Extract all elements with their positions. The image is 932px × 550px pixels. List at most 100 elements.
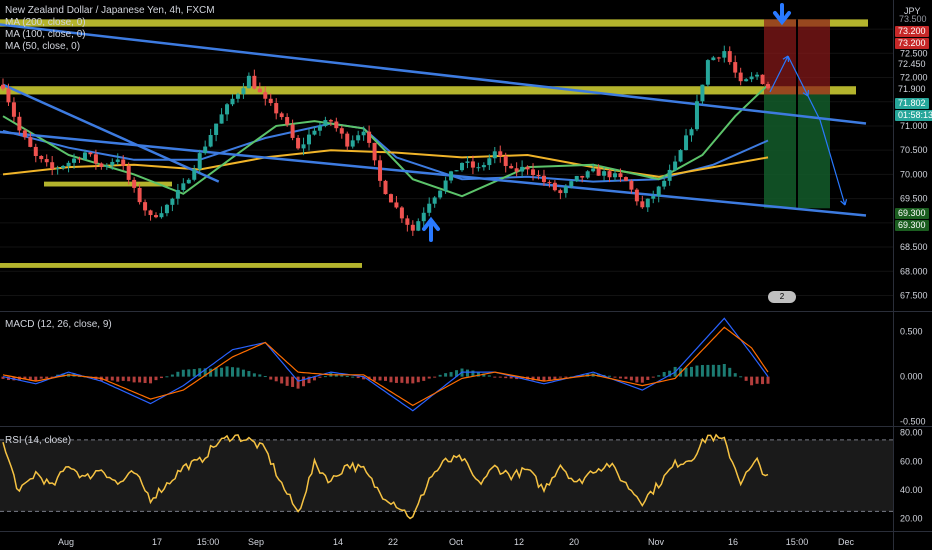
symbol-title[interactable]: New Zealand Dollar / Japanese Yen, 4h, F… [5, 5, 215, 16]
macd-hist-bar-6 [34, 376, 38, 382]
candle-body-110 [602, 171, 607, 176]
candle-body-129 [705, 60, 710, 85]
macd-hist-bar-20 [110, 376, 114, 381]
candle-body-117 [640, 201, 645, 208]
macd-hist-bar-103 [564, 376, 568, 378]
time-tick-9: Nov [648, 537, 665, 547]
rsi-tick-1: 40.00 [900, 485, 923, 495]
price-tick-5: 70.000 [900, 169, 928, 179]
macd-hist-bar-5 [28, 376, 32, 380]
candle-body-136 [744, 79, 749, 82]
candle-body-93 [509, 165, 514, 169]
candle-body-8 [44, 159, 49, 163]
candle-body-17 [93, 154, 98, 164]
candle-body-7 [39, 155, 44, 160]
price-tick-2: 68.500 [900, 242, 928, 252]
candle-body-9 [50, 162, 55, 169]
candle-body-113 [618, 173, 623, 178]
macd-hist-bar-99 [542, 376, 546, 381]
ma-50-legend[interactable]: MA (50, close, 0) [5, 41, 81, 52]
candle-body-125 [684, 135, 689, 151]
macd-hist-bar-42 [231, 367, 234, 377]
macd-hist-bar-93 [509, 376, 513, 379]
macd-hist-bar-77 [422, 376, 426, 381]
candle-body-33 [181, 183, 186, 190]
macd-hist-bar-33 [181, 369, 185, 377]
rsi-legend[interactable]: RSI (14, close) [5, 435, 72, 446]
macd-hist-bar-138 [755, 376, 759, 384]
candle-body-92 [503, 156, 508, 166]
candle-body-91 [498, 151, 503, 157]
candle-body-3 [17, 116, 22, 131]
candle-body-86 [470, 161, 475, 168]
macd-hist-bar-64 [351, 376, 355, 378]
candle-body-72 [394, 202, 399, 208]
candle-body-64 [350, 140, 355, 147]
macd-hist-bar-24 [132, 376, 136, 383]
candle-body-16 [88, 152, 93, 155]
candle-body-58 [317, 125, 322, 131]
rsi-line [2, 433, 769, 520]
candle-body-137 [749, 76, 754, 80]
macd-hist-bar-102 [558, 376, 562, 378]
candle-body-46 [252, 75, 257, 89]
candle-body-4 [22, 130, 27, 138]
signal-line [2, 326, 769, 407]
time-tick-1: 17 [152, 537, 162, 547]
ma-200-legend[interactable]: MA (200, close, 0) [5, 17, 86, 28]
macd-hist-bar-47 [258, 374, 262, 377]
macd-hist-bar-62 [340, 375, 344, 377]
macd-hist-bar-101 [553, 376, 557, 380]
macd-hist-bar-51 [280, 376, 284, 384]
candle-body-73 [399, 207, 404, 219]
sell-signal-arrow-icon [773, 3, 791, 26]
macd-hist-bar-85 [465, 369, 469, 377]
candle-body-78 [427, 203, 432, 213]
macd-hist-bar-78 [427, 376, 431, 379]
ma-100-legend[interactable]: MA (100, close, 0) [5, 29, 86, 40]
macd-legend[interactable]: MACD (12, 26, close, 9) [5, 319, 112, 330]
macd-hist-bar-132 [722, 364, 726, 377]
projection-arrow-3 [819, 119, 846, 206]
candle-body-32 [175, 189, 180, 199]
macd-hist-bar-118 [646, 376, 650, 380]
macd-hist-bar-83 [455, 370, 459, 377]
time-axis: Aug 17 15:00 Sep 14 22 Oct 12 20 Nov 16 15:00 Dec [0, 531, 932, 547]
ma-line-1 [2, 149, 769, 178]
macd-hist-bar-128 [700, 365, 704, 377]
candle-body-70 [383, 180, 388, 195]
ma-line-0 [2, 122, 769, 183]
price-tag-ma: 71.900 [895, 84, 929, 95]
candle-body-22 [121, 159, 126, 166]
candle-body-69 [378, 160, 383, 181]
macd-hist-bar-54 [296, 376, 300, 389]
candle-body-44 [241, 88, 246, 95]
candle-body-54 [296, 137, 301, 149]
candle-body-10 [55, 168, 60, 170]
macd-tick-1: 0.000 [900, 372, 923, 382]
price-tick-1: 68.000 [900, 266, 928, 276]
indicator-badge[interactable]: 2 [768, 291, 796, 303]
macd-hist-bar-66 [362, 376, 366, 380]
badge-count: 2 [779, 292, 785, 301]
candle-body-120 [656, 186, 661, 197]
candle-body-53 [290, 124, 295, 138]
candle-body-128 [700, 84, 705, 102]
candle-body-5 [28, 137, 33, 147]
candle-body-100 [547, 182, 552, 184]
candle-body-139 [760, 74, 765, 85]
macd-hist-bar-65 [356, 376, 360, 379]
candle-body-121 [662, 180, 667, 187]
candle-body-132 [722, 51, 727, 58]
macd-hist-bar-135 [739, 376, 743, 378]
candle-body-57 [312, 130, 317, 135]
macd-hist-bar-22 [121, 376, 125, 381]
projection-arrowhead-0 [782, 55, 790, 63]
candle-body-51 [279, 113, 284, 118]
candle-body-99 [541, 175, 546, 183]
macd-hist-bar-112 [613, 376, 617, 378]
macd-hist-bar-48 [263, 376, 267, 378]
candle-body-24 [132, 179, 137, 188]
buy-signal-arrow-icon [422, 216, 440, 242]
